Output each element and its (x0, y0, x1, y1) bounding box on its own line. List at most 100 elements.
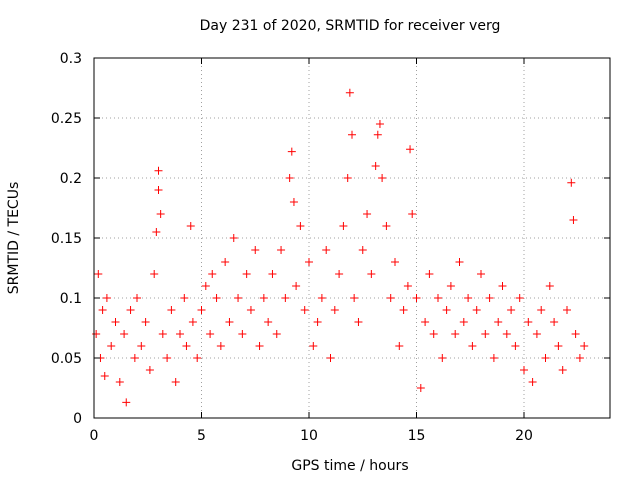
data-point (343, 174, 352, 182)
data-point (532, 330, 541, 338)
data-point (126, 306, 135, 314)
data-point (238, 330, 247, 338)
data-point (507, 306, 516, 314)
data-point (107, 342, 116, 350)
data-point (451, 330, 460, 338)
data-point (154, 186, 163, 194)
data-point (305, 258, 313, 266)
data-point (317, 294, 326, 302)
grid (94, 58, 610, 418)
data-points (92, 88, 589, 407)
data-point (221, 258, 230, 266)
data-point (122, 398, 131, 407)
data-point (309, 342, 318, 350)
data-point (167, 306, 176, 314)
data-point (339, 222, 348, 230)
data-point (498, 282, 507, 290)
data-point (373, 130, 382, 139)
data-point (296, 222, 305, 230)
data-point (272, 330, 281, 338)
x-tick-label: 5 (197, 428, 206, 444)
data-point (102, 294, 111, 302)
data-point (156, 210, 165, 218)
data-point (100, 372, 109, 380)
data-point (455, 258, 464, 266)
data-point (575, 354, 584, 362)
data-point (326, 354, 335, 362)
data-point (545, 282, 554, 290)
data-point (537, 306, 546, 314)
y-tick-label: 0.1 (60, 291, 82, 307)
data-point (225, 318, 234, 326)
data-point (94, 270, 103, 278)
data-point (180, 294, 189, 302)
data-point (206, 330, 215, 338)
data-point (354, 318, 363, 326)
data-point (567, 178, 576, 187)
data-point (485, 294, 494, 302)
data-point (289, 198, 298, 206)
data-point (182, 342, 191, 350)
data-point (399, 306, 408, 314)
data-point (425, 270, 434, 278)
data-point (442, 306, 451, 314)
data-point (515, 294, 524, 302)
data-point (259, 294, 268, 302)
data-point (197, 306, 206, 314)
data-point (350, 294, 359, 302)
data-point (412, 294, 421, 302)
data-point (242, 270, 251, 278)
data-point (375, 120, 384, 128)
data-point (371, 162, 380, 170)
data-point (367, 270, 376, 278)
data-point (287, 147, 296, 156)
data-point (130, 354, 139, 362)
data-point (489, 354, 498, 362)
data-point (313, 318, 322, 326)
data-point (212, 294, 221, 302)
data-point (438, 354, 447, 362)
y-tick-label: 0.15 (51, 231, 82, 247)
data-point (446, 282, 455, 290)
axis-ticks: 0 5 10 15 20 0 0.05 0.1 0.15 0.2 0.25 0.3 (51, 51, 610, 444)
data-point (152, 228, 161, 236)
data-point (277, 246, 286, 254)
data-point (464, 294, 473, 302)
data-point (563, 306, 571, 314)
data-point (137, 342, 146, 350)
data-point (193, 354, 202, 362)
data-point (502, 330, 511, 338)
data-point (429, 330, 438, 338)
x-tick-label: 0 (90, 428, 99, 444)
data-point (459, 318, 468, 326)
data-point (150, 270, 159, 278)
data-point (528, 378, 537, 386)
data-point (285, 174, 294, 182)
data-point (281, 294, 290, 302)
data-point (98, 306, 107, 314)
data-point (163, 354, 172, 362)
x-tick-label: 10 (300, 428, 318, 444)
y-tick-label: 0.25 (51, 111, 82, 127)
data-point (434, 294, 442, 302)
x-tick-label: 20 (515, 428, 533, 444)
data-point (322, 246, 331, 254)
data-point (395, 342, 404, 350)
data-point (406, 145, 415, 154)
data-point (111, 318, 120, 326)
data-point (363, 210, 372, 218)
data-point (133, 294, 141, 302)
x-tick-label: 15 (408, 428, 426, 444)
data-point (246, 306, 255, 314)
data-point (345, 88, 354, 97)
data-point (569, 216, 578, 224)
data-point (408, 210, 417, 218)
data-point (558, 366, 567, 374)
data-point (550, 318, 559, 326)
data-point (335, 270, 344, 278)
data-point (520, 366, 528, 374)
y-tick-label: 0.2 (60, 171, 82, 187)
data-point (92, 330, 101, 338)
